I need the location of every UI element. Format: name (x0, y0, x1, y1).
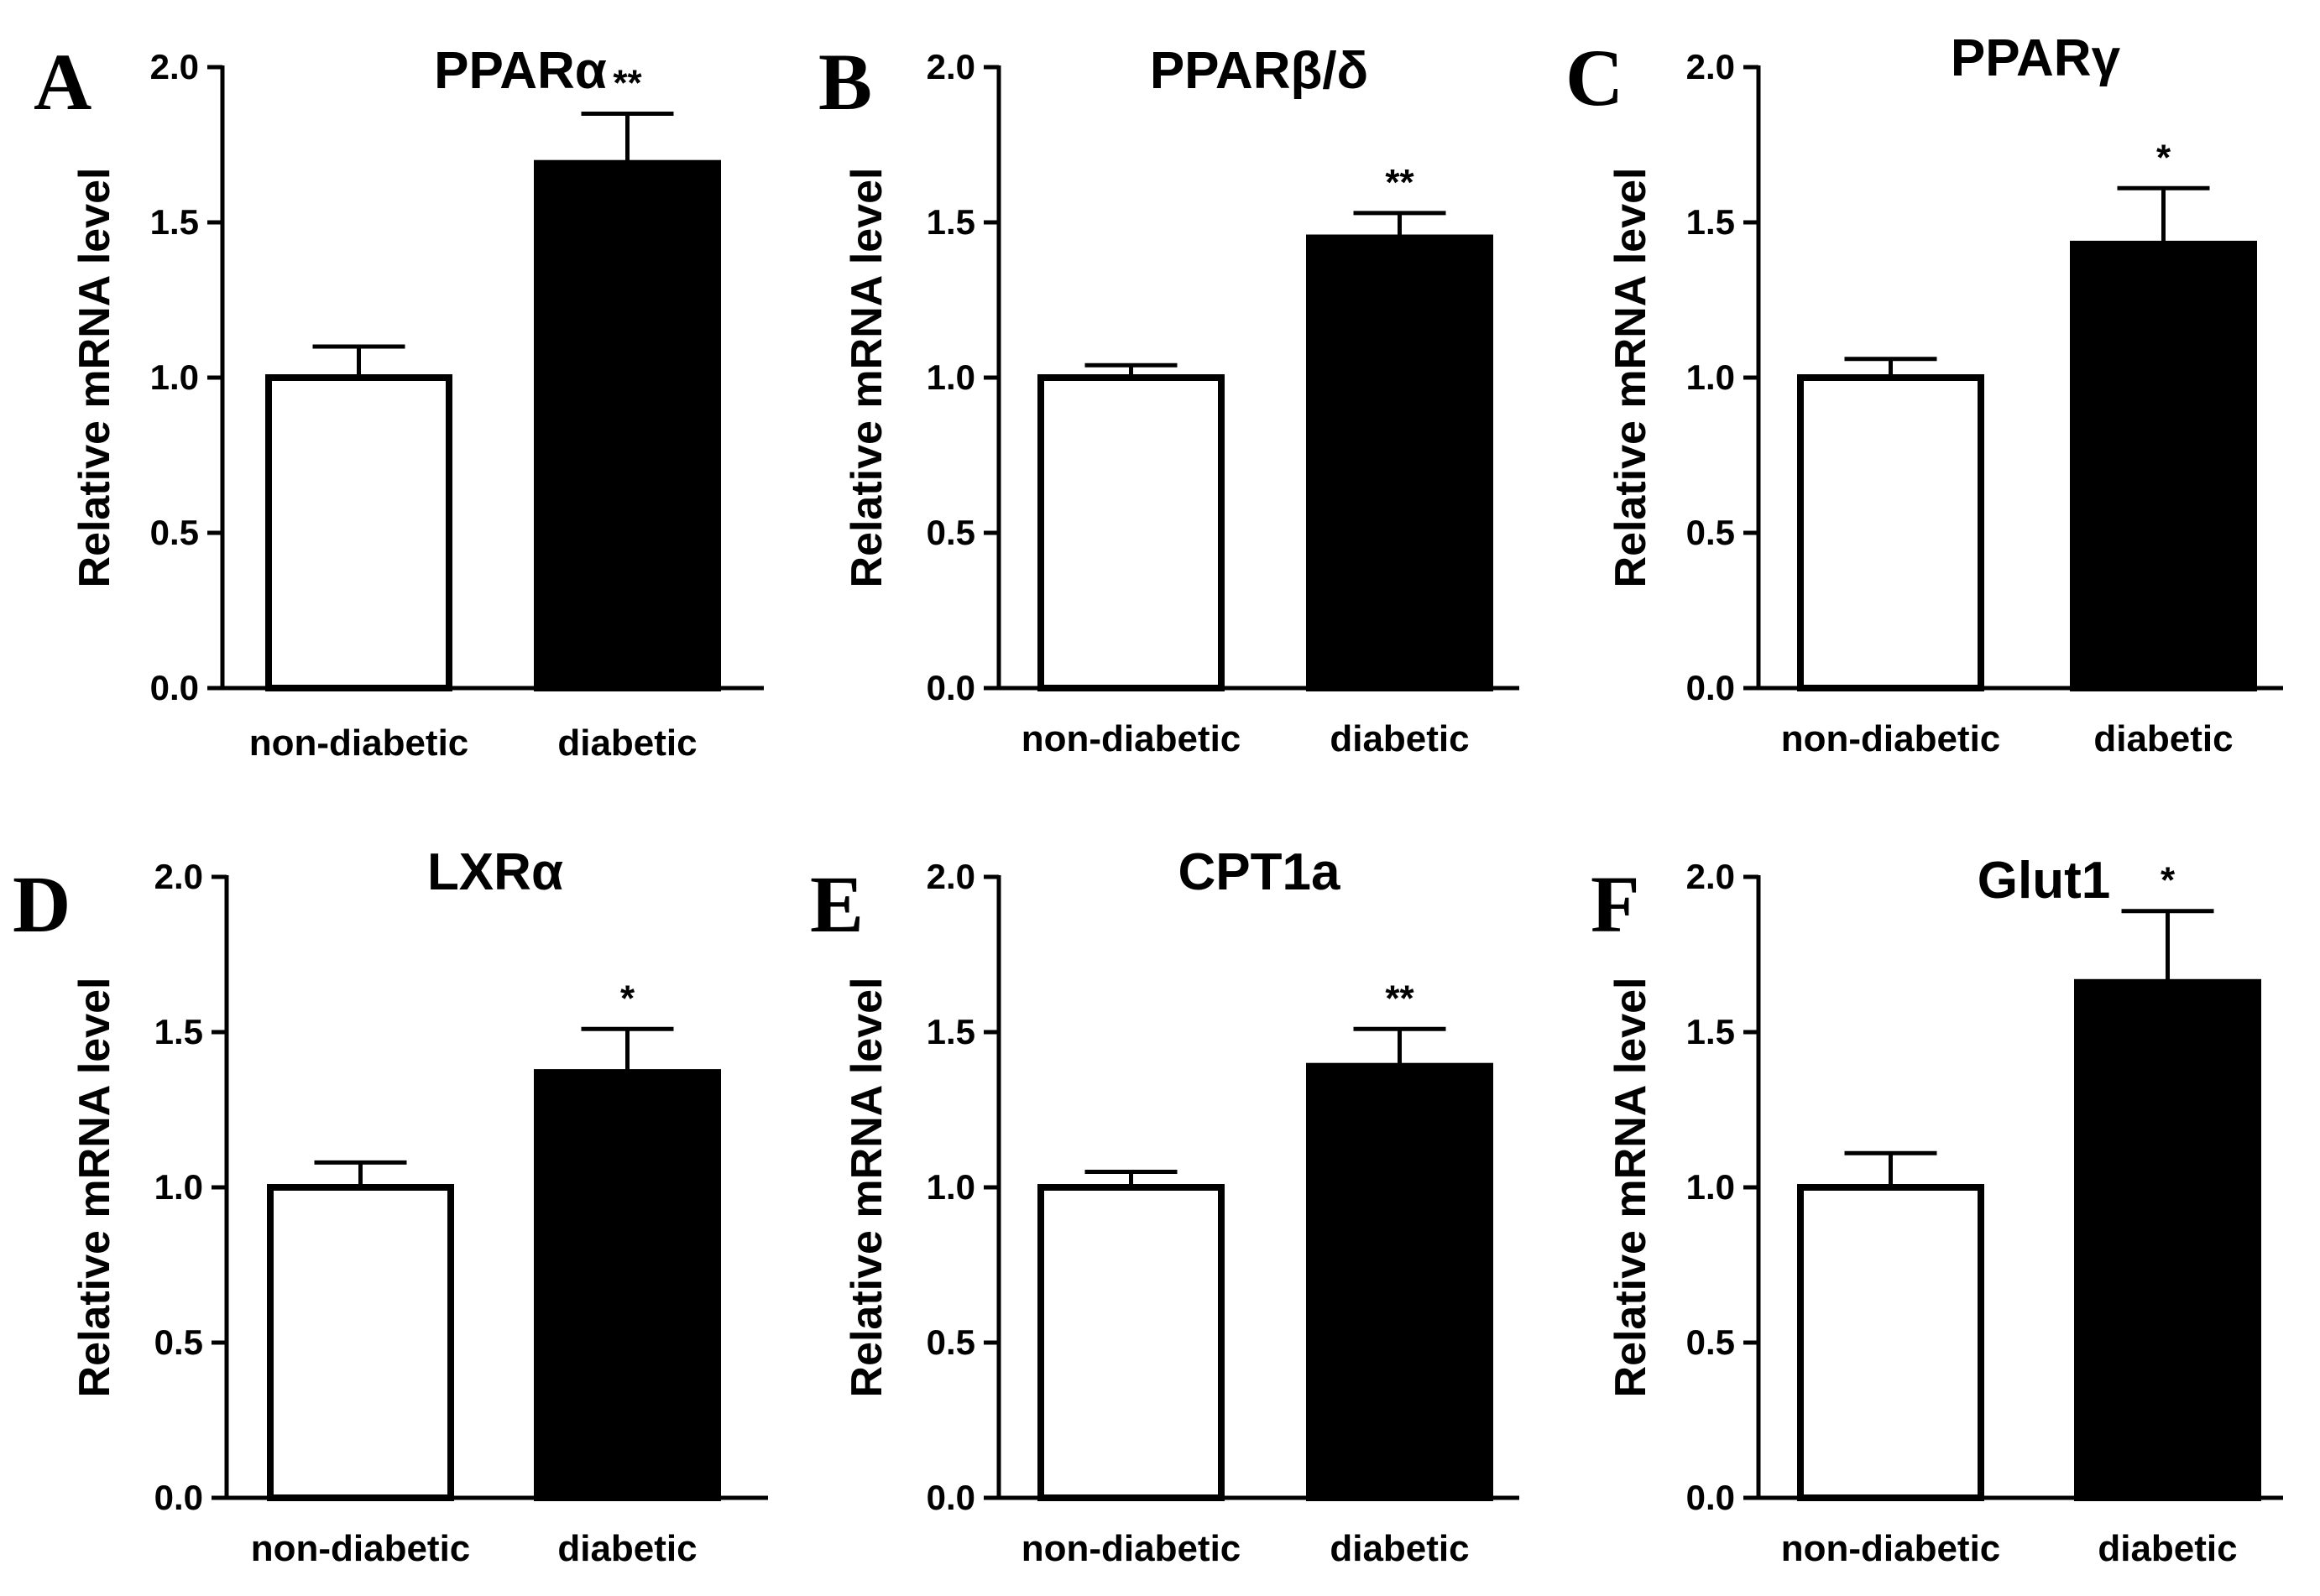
y-tick-label: 1.0 (1686, 357, 1735, 397)
bar-diabetic (2074, 978, 2261, 1502)
x-category-label: diabetic (2093, 718, 2233, 759)
y-tick-label: 2.0 (927, 857, 975, 896)
y-tick-label: 0.5 (1686, 513, 1735, 552)
chart-title: PPARγ (1951, 29, 2121, 87)
panel-f: F Glut1 Relative mRNA level 0.0 0.5 1.0 1.5 2.0… (1591, 852, 2283, 1569)
significance-marker: * (2161, 860, 2176, 901)
panel-d: D LXRα Relative mRNA level 0.0 0.5 1.0 1.5 2.0 n… (13, 843, 768, 1569)
panel-letter: A (34, 37, 91, 127)
y-tick-label: 0.0 (927, 1478, 975, 1517)
significance-marker: * (620, 978, 635, 1019)
bar-non-diabetic (1797, 1184, 1984, 1501)
bar-diabetic (1306, 234, 1493, 691)
y-tick-label: 0.0 (154, 1478, 203, 1517)
panel-letter: F (1591, 859, 1640, 949)
significance-marker: * (2156, 137, 2171, 178)
y-tick-label: 1.0 (927, 1167, 975, 1207)
panel-b: B PPARβ/δ Relative mRNA level 0.0 0.5 1.0 1.5 2… (818, 37, 1519, 759)
y-tick-label: 1.5 (1686, 1012, 1735, 1051)
bar-non-diabetic (1037, 374, 1225, 691)
chart-title: Glut1 (1978, 852, 2110, 910)
chart-title: LXRα (427, 843, 563, 901)
y-axis-label: Relative mRNA level (71, 978, 119, 1398)
bar-diabetic (534, 159, 721, 691)
bar-diabetic (1306, 1062, 1493, 1501)
panel-letter: B (818, 37, 872, 127)
bar-non-diabetic (267, 1184, 454, 1501)
x-category-label: diabetic (1330, 1528, 1469, 1569)
y-tick-label: 0.5 (927, 1322, 975, 1362)
x-category-label: non-diabetic (1781, 1528, 2001, 1569)
panel-a: A PPARα Relative mRNA level 0.0 0.5 1.0 1.5 2.0… (34, 37, 764, 764)
y-tick-label: 2.0 (150, 47, 199, 86)
y-tick-label: 0.5 (154, 1322, 203, 1362)
y-axis-label: Relative mRNA level (843, 978, 891, 1398)
chart-title: PPARβ/δ (1150, 42, 1368, 100)
y-axis-label: Relative mRNA level (1607, 978, 1655, 1398)
bar-non-diabetic (1037, 1184, 1225, 1501)
bar-non-diabetic (1797, 374, 1984, 691)
y-tick-label: 1.0 (154, 1167, 203, 1207)
y-tick-label: 0.0 (1686, 668, 1735, 707)
x-category-label: diabetic (1330, 718, 1469, 759)
y-tick-label: 1.5 (154, 1012, 203, 1051)
y-tick-label: 2.0 (1686, 47, 1735, 86)
y-tick-label: 1.5 (927, 202, 975, 242)
x-category-label: diabetic (557, 1528, 697, 1569)
panel-c: C PPARγ Relative mRNA level 0.0 0.5 1.0 1.5 2.0… (1565, 29, 2283, 759)
y-tick-label: 2.0 (927, 47, 975, 86)
y-tick-label: 0.0 (927, 668, 975, 707)
y-axis-label: Relative mRNA level (843, 168, 891, 588)
y-tick-label: 2.0 (1686, 857, 1735, 896)
significance-marker: ** (613, 63, 642, 104)
y-tick-label: 0.0 (150, 668, 199, 707)
x-category-label: diabetic (557, 722, 697, 764)
chart-title: PPARα (434, 42, 607, 100)
chart-title: CPT1a (1178, 843, 1340, 901)
x-category-label: non-diabetic (251, 1528, 471, 1569)
y-tick-label: 1.5 (927, 1012, 975, 1051)
y-tick-label: 1.0 (150, 357, 199, 397)
panel-letter: E (810, 859, 864, 949)
y-tick-label: 0.0 (1686, 1478, 1735, 1517)
x-category-label: non-diabetic (1022, 1528, 1241, 1569)
x-category-label: non-diabetic (1781, 718, 2001, 759)
significance-marker: ** (1385, 978, 1414, 1019)
y-tick-label: 0.5 (150, 513, 199, 552)
y-axis-label: Relative mRNA level (71, 168, 119, 588)
bar-diabetic (2070, 240, 2257, 691)
y-tick-label: 0.5 (927, 513, 975, 552)
y-tick-label: 1.0 (1686, 1167, 1735, 1207)
bar-diabetic (534, 1069, 721, 1501)
panel-e: E CPT1a Relative mRNA level 0.0 0.5 1.0 1.5 2.0… (810, 843, 1519, 1569)
x-category-label: diabetic (2098, 1528, 2237, 1569)
y-axis-label: Relative mRNA level (1607, 168, 1655, 588)
y-tick-label: 0.5 (1686, 1322, 1735, 1362)
y-tick-label: 2.0 (154, 857, 203, 896)
x-category-label: non-diabetic (1022, 718, 1241, 759)
panel-letter: C (1565, 33, 1623, 123)
bar-non-diabetic (265, 374, 452, 691)
panel-letter: D (13, 859, 71, 949)
y-tick-label: 1.0 (927, 357, 975, 397)
significance-marker: ** (1385, 162, 1414, 203)
y-tick-label: 1.5 (1686, 202, 1735, 242)
x-category-label: non-diabetic (249, 722, 469, 764)
y-tick-label: 1.5 (150, 202, 199, 242)
